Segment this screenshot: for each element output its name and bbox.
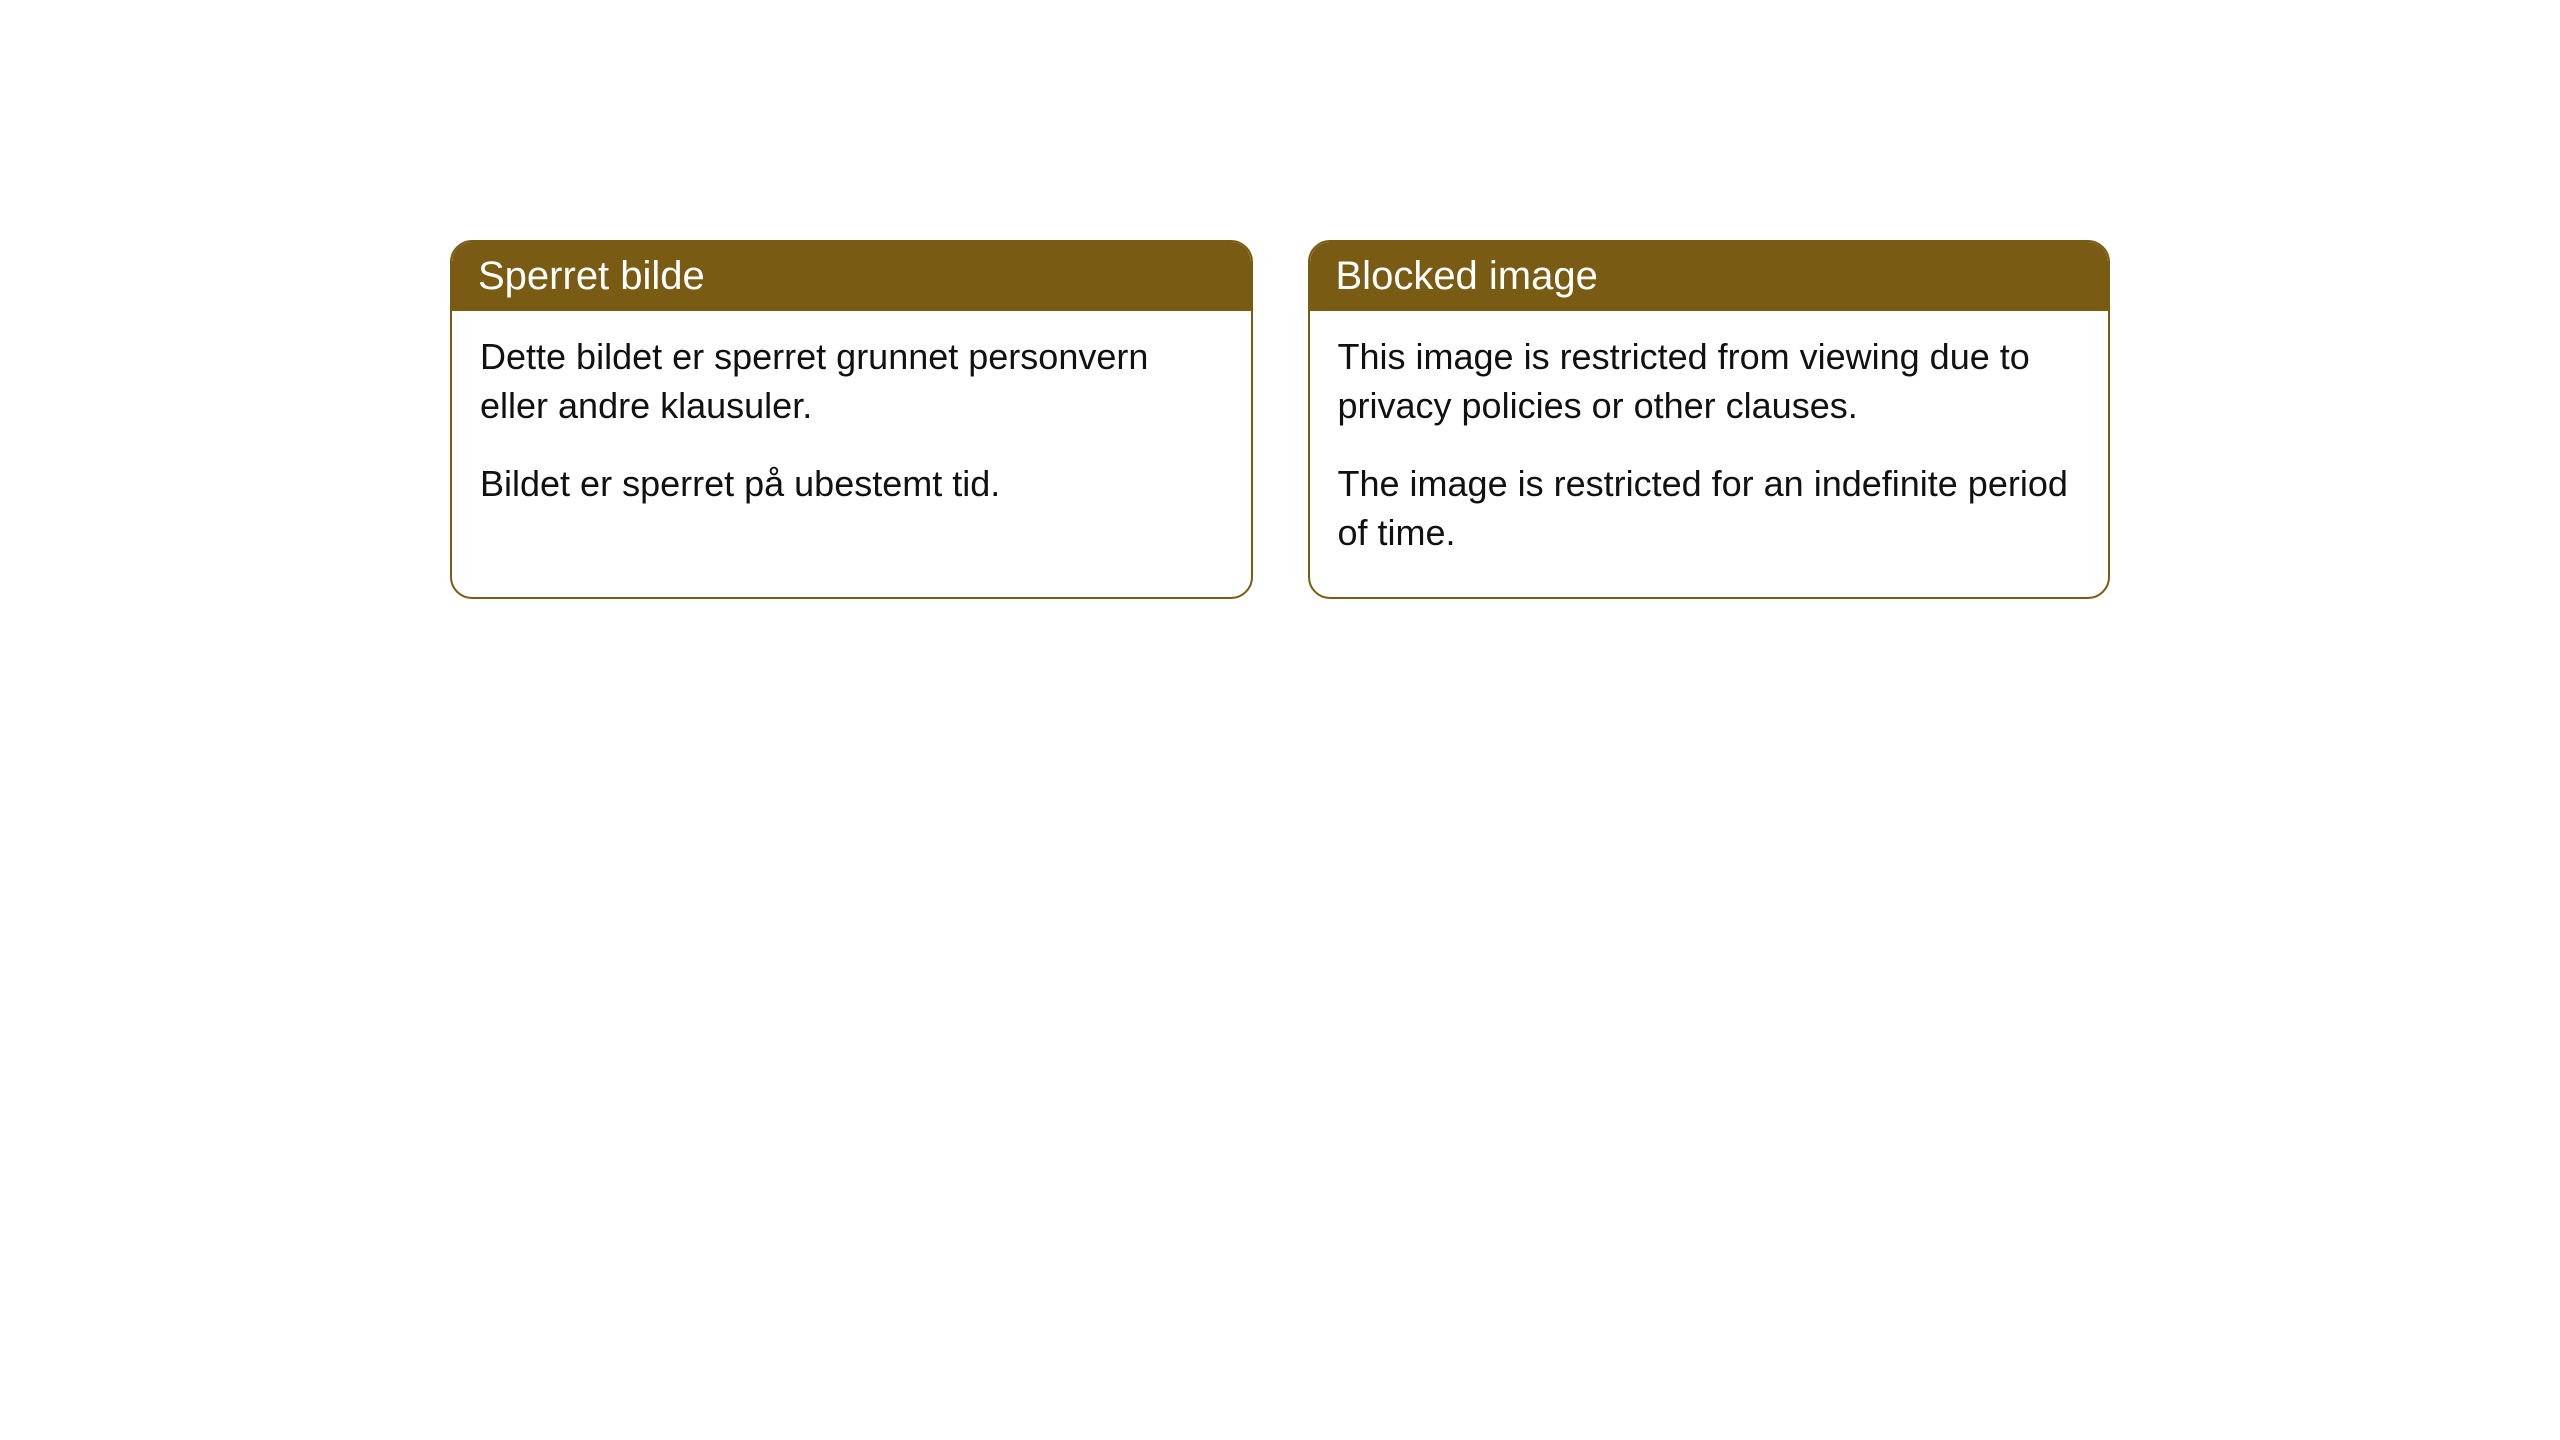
card-body-norwegian: Dette bildet er sperret grunnet personve… — [452, 311, 1251, 549]
notice-card-norwegian: Sperret bilde Dette bildet er sperret gr… — [450, 240, 1253, 599]
card-body-english: This image is restricted from viewing du… — [1310, 311, 2109, 597]
card-header-english: Blocked image — [1310, 242, 2109, 311]
card-body-line2: Bildet er sperret på ubestemt tid. — [480, 460, 1223, 509]
card-body-line1: This image is restricted from viewing du… — [1338, 333, 2081, 430]
notice-cards-container: Sperret bilde Dette bildet er sperret gr… — [450, 240, 2110, 599]
card-header-norwegian: Sperret bilde — [452, 242, 1251, 311]
notice-card-english: Blocked image This image is restricted f… — [1308, 240, 2111, 599]
card-body-line1: Dette bildet er sperret grunnet personve… — [480, 333, 1223, 430]
card-body-line2: The image is restricted for an indefinit… — [1338, 460, 2081, 557]
